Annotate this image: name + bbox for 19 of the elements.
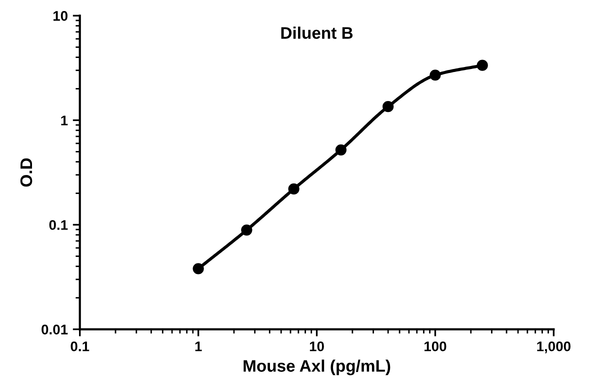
y-tick-label: 1 <box>61 116 68 126</box>
y-tick-label: 0.01 <box>42 324 68 334</box>
point <box>192 263 204 274</box>
y-axis-title: O.D <box>20 158 32 187</box>
text: Diluent B <box>281 26 353 39</box>
point <box>430 70 441 81</box>
y-tick-label: 10 <box>53 11 68 21</box>
x-tick-label: 10 <box>310 341 324 352</box>
point <box>382 101 394 112</box>
x-axis-title: Mouse Axl (pg/mL) <box>244 360 390 376</box>
point <box>288 183 300 195</box>
point <box>476 60 488 71</box>
point <box>335 144 347 156</box>
x-tick-label: 1,000 <box>537 341 570 354</box>
x-tick-label: 100 <box>424 341 446 352</box>
x-tick-label: 0.1 <box>70 341 90 352</box>
y-tick-label: 0.1 <box>49 220 68 230</box>
x-tick-label: 1 <box>195 342 202 352</box>
point <box>241 224 252 236</box>
